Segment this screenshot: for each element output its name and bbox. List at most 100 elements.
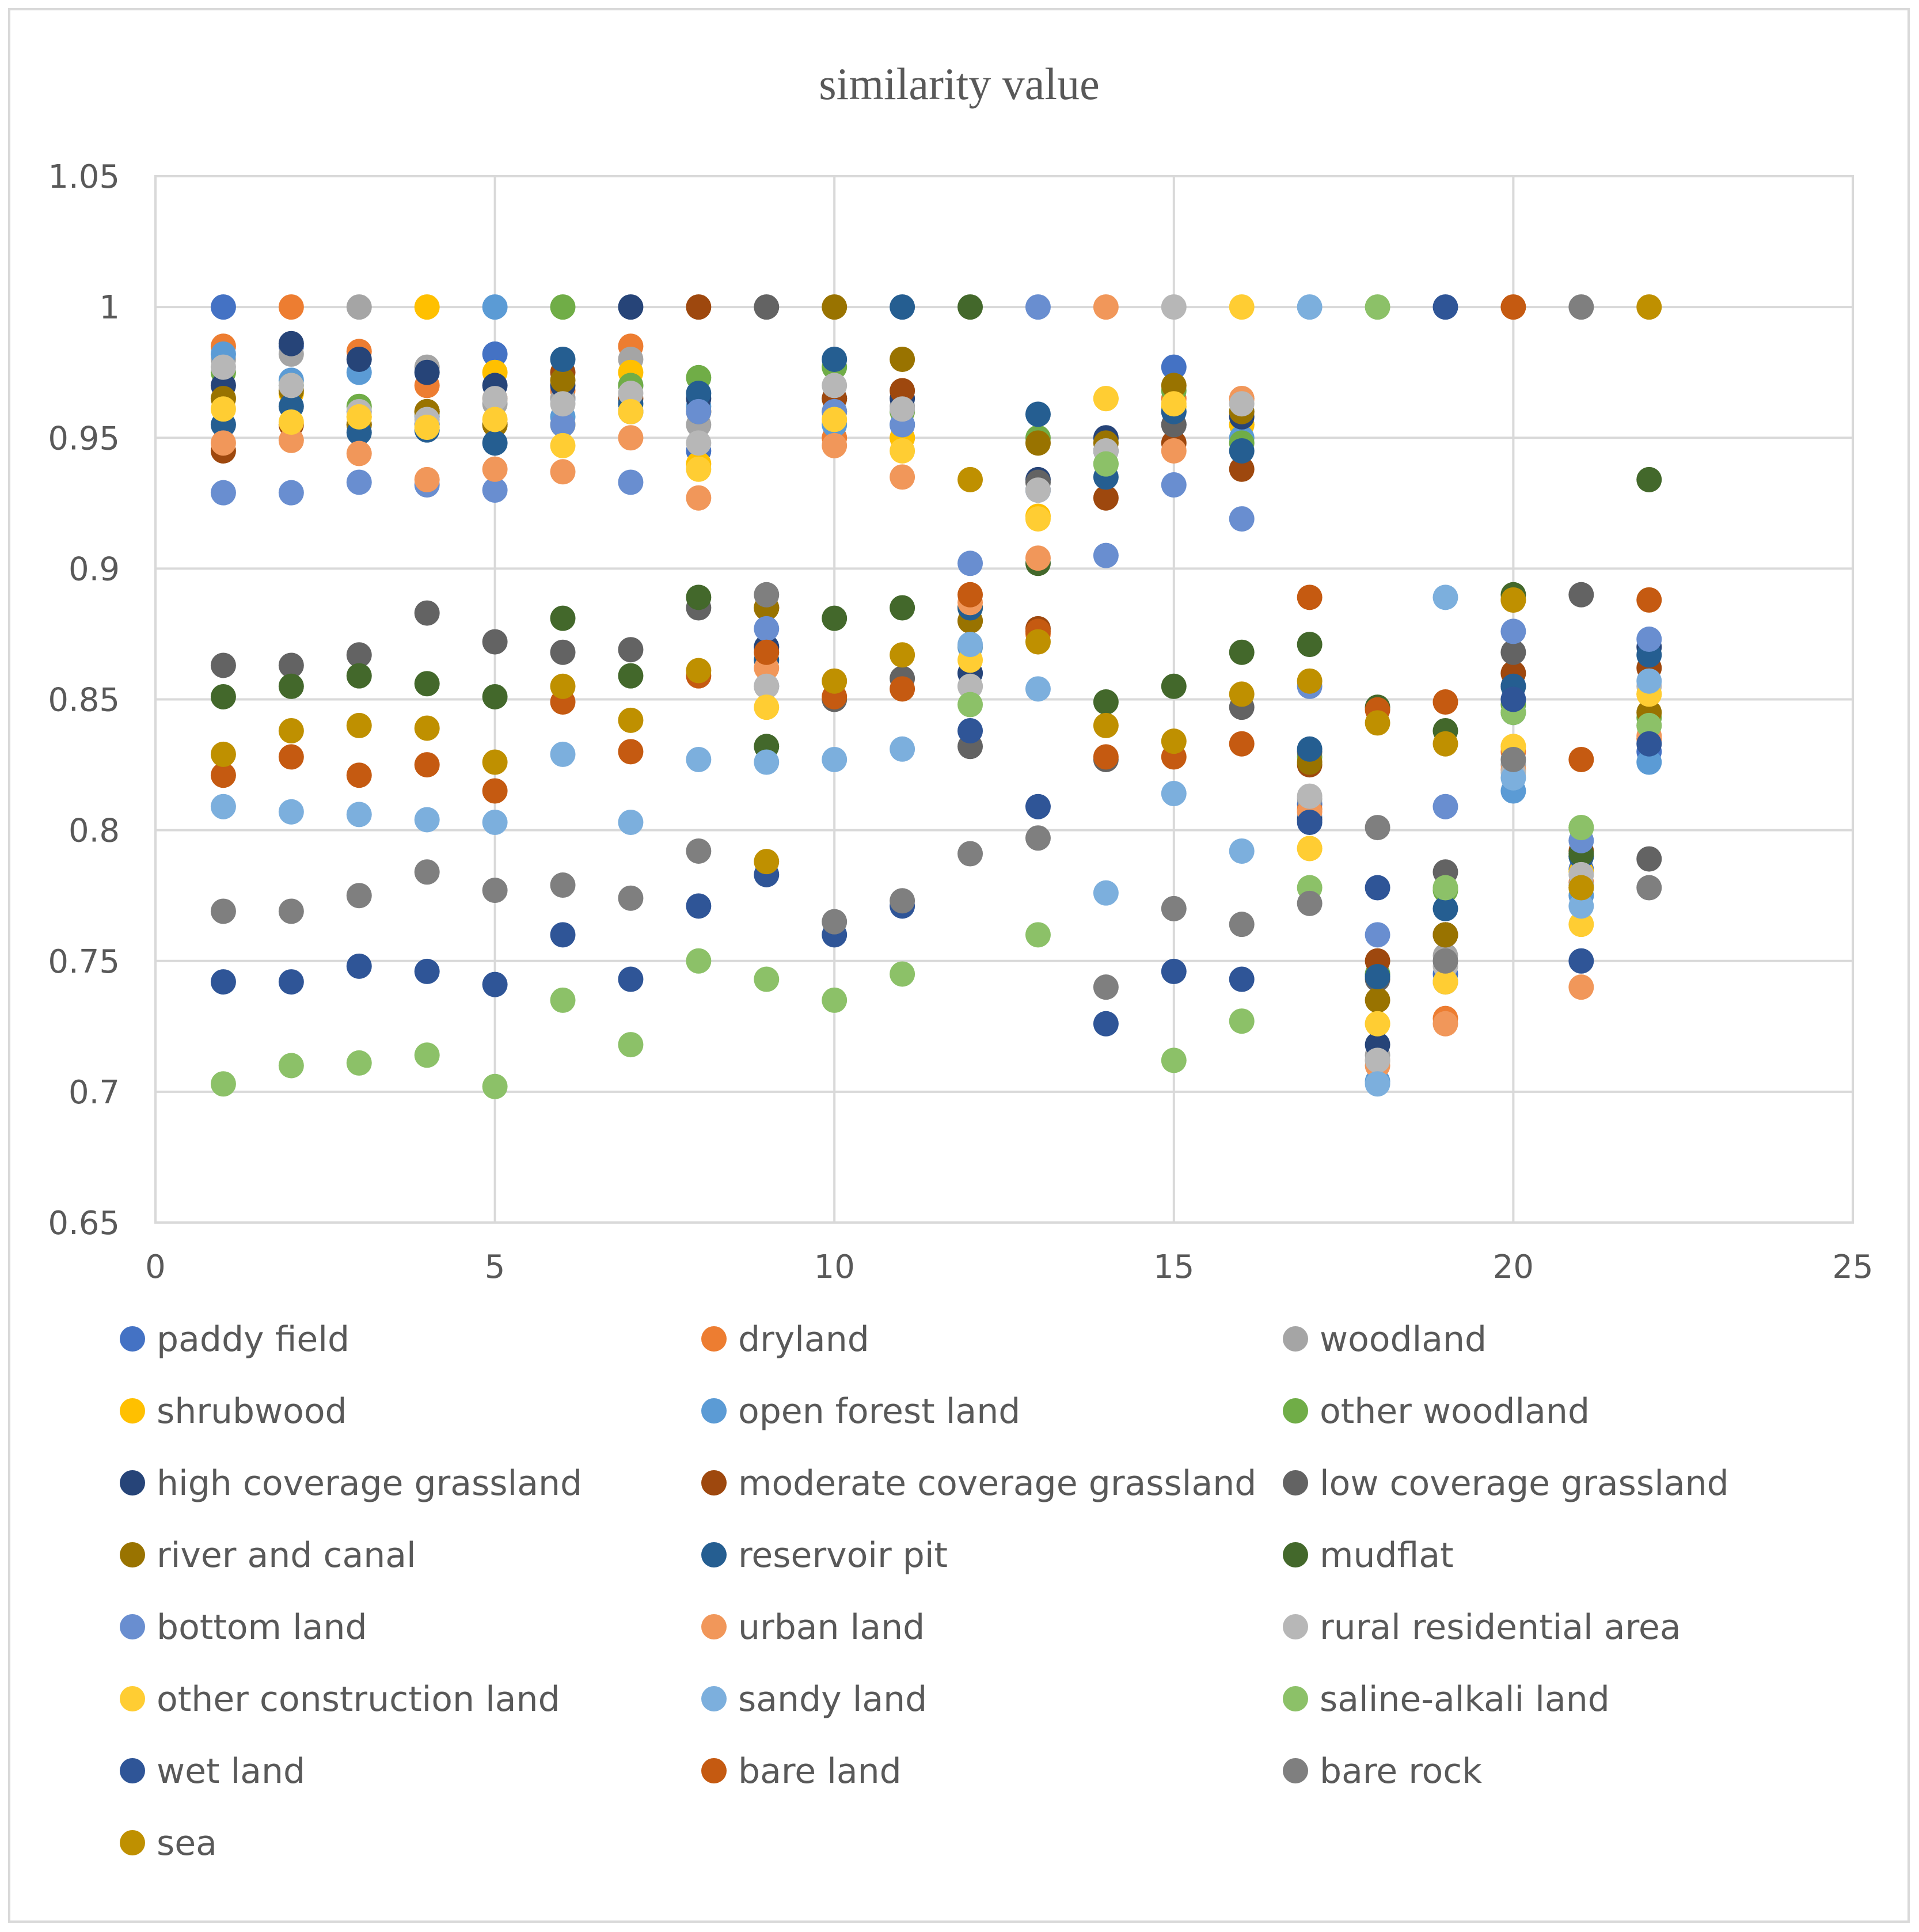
data-point bbox=[1365, 1071, 1390, 1097]
data-point bbox=[1229, 506, 1255, 532]
legend-marker bbox=[120, 1686, 145, 1711]
legend-label: other woodland bbox=[1320, 1391, 1590, 1432]
data-point bbox=[1093, 485, 1119, 511]
legend-marker bbox=[701, 1614, 727, 1639]
data-point bbox=[1432, 584, 1458, 610]
data-point bbox=[210, 794, 236, 819]
data-point bbox=[1432, 922, 1458, 948]
series-saline-alkali-land bbox=[210, 294, 1662, 1099]
data-point bbox=[1636, 627, 1662, 652]
data-point bbox=[1636, 875, 1662, 901]
legend-label: paddy field bbox=[157, 1319, 349, 1360]
data-point bbox=[1297, 668, 1323, 694]
data-point bbox=[1500, 746, 1526, 772]
legend-marker bbox=[120, 1542, 145, 1567]
data-point bbox=[1636, 294, 1662, 320]
data-point bbox=[346, 663, 372, 689]
data-point bbox=[1365, 815, 1390, 841]
data-point bbox=[1093, 1011, 1119, 1037]
data-point bbox=[278, 744, 304, 770]
data-point bbox=[1229, 438, 1255, 464]
data-point bbox=[618, 663, 644, 689]
data-point bbox=[754, 694, 780, 720]
data-point bbox=[890, 396, 915, 422]
data-point bbox=[890, 294, 915, 320]
data-point bbox=[550, 412, 576, 438]
x-tick-label: 25 bbox=[1832, 1248, 1873, 1286]
data-point bbox=[1432, 689, 1458, 715]
data-point bbox=[618, 381, 644, 407]
data-point bbox=[957, 841, 983, 867]
data-point bbox=[1161, 391, 1187, 417]
legend-item: reservoir pit bbox=[701, 1535, 948, 1576]
data-point bbox=[890, 736, 915, 762]
data-point bbox=[346, 762, 372, 788]
data-point bbox=[414, 1042, 440, 1068]
data-point bbox=[550, 741, 576, 767]
data-point bbox=[957, 582, 983, 608]
data-point bbox=[550, 294, 576, 320]
legend-label: saline-alkali land bbox=[1320, 1679, 1610, 1720]
data-point bbox=[346, 294, 372, 320]
data-point bbox=[1161, 673, 1187, 699]
legend-label: sea bbox=[157, 1823, 217, 1863]
data-point bbox=[1568, 746, 1594, 772]
data-point bbox=[822, 294, 848, 320]
legend-marker bbox=[120, 1830, 145, 1855]
grid-lines bbox=[154, 175, 1854, 1224]
legend-item: woodland bbox=[1283, 1319, 1487, 1360]
data-point bbox=[1636, 466, 1662, 492]
legend-marker bbox=[1283, 1614, 1308, 1639]
data-point bbox=[210, 762, 236, 788]
data-point bbox=[210, 652, 236, 678]
data-point bbox=[1025, 477, 1051, 503]
legend-item: high coverage grassland bbox=[120, 1463, 582, 1504]
data-point bbox=[278, 331, 304, 356]
data-point bbox=[1093, 974, 1119, 1000]
legend-item: moderate coverage grassland bbox=[701, 1463, 1256, 1504]
data-point bbox=[1568, 294, 1594, 320]
data-point bbox=[686, 456, 712, 482]
legend-marker bbox=[701, 1326, 727, 1352]
legend-item: shrubwood bbox=[120, 1391, 347, 1432]
series-sea bbox=[210, 294, 1662, 901]
legend-marker bbox=[1283, 1326, 1308, 1352]
data-point bbox=[414, 294, 440, 320]
data-point bbox=[278, 294, 304, 320]
y-tick-label: 0.75 bbox=[48, 943, 120, 981]
data-point bbox=[618, 398, 644, 424]
data-point bbox=[414, 359, 440, 385]
legend-item: mudflat bbox=[1283, 1535, 1454, 1576]
data-point bbox=[1093, 744, 1119, 770]
data-point bbox=[550, 987, 576, 1013]
data-point bbox=[686, 398, 712, 424]
legend-item: sandy land bbox=[701, 1679, 927, 1720]
data-point bbox=[346, 883, 372, 909]
y-tick-label: 0.85 bbox=[48, 682, 120, 719]
data-point bbox=[754, 673, 780, 699]
legend-marker bbox=[701, 1758, 727, 1783]
data-point bbox=[822, 605, 848, 631]
data-point bbox=[1025, 922, 1051, 948]
data-point bbox=[278, 409, 304, 435]
data-point bbox=[1365, 922, 1390, 948]
data-point bbox=[618, 425, 644, 451]
legend-label: moderate coverage grassland bbox=[738, 1463, 1256, 1504]
legend-label: open forest land bbox=[738, 1391, 1020, 1432]
y-tick-label: 0.7 bbox=[69, 1074, 120, 1111]
x-tick-label: 5 bbox=[485, 1248, 506, 1286]
data-point bbox=[346, 953, 372, 979]
data-point bbox=[822, 373, 848, 398]
data-point bbox=[414, 752, 440, 778]
data-point bbox=[1432, 794, 1458, 819]
data-point bbox=[890, 961, 915, 987]
legend-marker bbox=[120, 1758, 145, 1783]
legend-item: river and canal bbox=[120, 1535, 416, 1576]
legend-label: rural residential area bbox=[1320, 1607, 1681, 1648]
legend-label: other construction land bbox=[157, 1679, 560, 1720]
data-point bbox=[754, 966, 780, 992]
data-point bbox=[550, 459, 576, 485]
legend-item: bare land bbox=[701, 1751, 902, 1791]
data-point bbox=[957, 294, 983, 320]
data-point bbox=[957, 466, 983, 492]
